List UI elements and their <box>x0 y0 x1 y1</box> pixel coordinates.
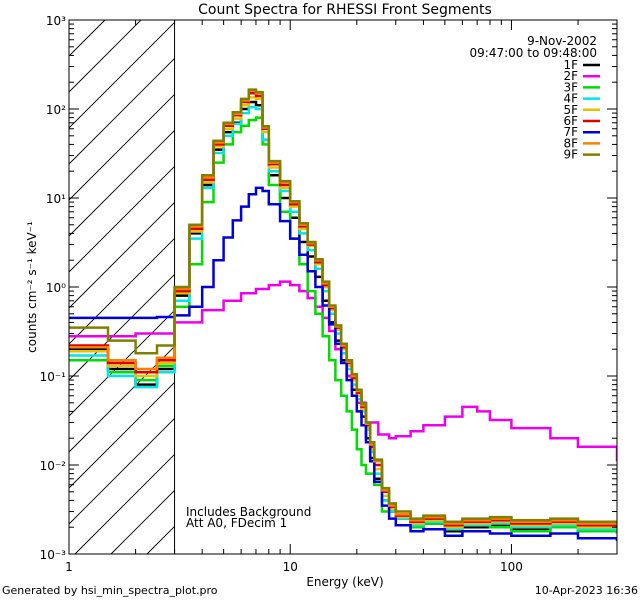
x-tick-label: 1 <box>65 560 73 574</box>
series-3F-line <box>69 116 617 534</box>
series-4F-line <box>69 105 617 532</box>
footer-date: 10-Apr-2023 16:36 <box>535 584 638 597</box>
hatch-line <box>68 166 175 273</box>
legend-label: 3F <box>563 80 578 94</box>
series-7F-line <box>69 186 617 541</box>
hatch-line <box>68 418 175 525</box>
hatch-line <box>68 19 142 93</box>
y-tick-label: 10¹ <box>46 192 66 206</box>
legend-label: 1F <box>563 58 578 72</box>
axis-ticks <box>68 19 618 555</box>
time-range-label: 09:47:00 to 09:48:00 <box>470 46 597 60</box>
series-8F-line <box>69 89 617 526</box>
hatch-line <box>74 454 175 555</box>
chart-title: Count Spectra for RHESSI Front Segments <box>198 2 492 18</box>
hatch-line <box>68 94 175 201</box>
legend-label: 6F <box>563 114 578 128</box>
legend-label: 7F <box>563 125 578 139</box>
series-layer <box>69 88 617 541</box>
hatch-line <box>68 382 175 489</box>
annotation-attenuator: Att A0, FDecim 1 <box>186 516 287 530</box>
y-tick-label: 10⁻³ <box>40 548 67 562</box>
series-6F-line <box>69 92 617 528</box>
y-tick-labels: 10⁻³ 10⁻² 10⁻¹ 10⁰ 10¹ 10² 10³ <box>40 14 67 562</box>
x-tick-label: 10 <box>283 560 298 574</box>
hatch-line <box>68 19 106 57</box>
hatch-line <box>68 58 175 165</box>
annotation-background: Includes Background <box>186 505 311 519</box>
series-5F-line <box>69 96 617 530</box>
footer-generated-by: Generated by hsi_min_spectra_plot.pro <box>2 584 218 597</box>
x-tick-label: 100 <box>500 560 523 574</box>
hatched-region <box>68 19 176 555</box>
y-tick-label: 10² <box>46 103 66 117</box>
hatch-line <box>68 130 175 237</box>
y-tick-label: 10⁰ <box>46 281 66 295</box>
x-axis-label: Energy (keV) <box>306 575 383 589</box>
hatch-line <box>68 22 175 129</box>
legend-label: 8F <box>563 136 578 150</box>
plot-frame <box>68 19 618 555</box>
y-tick-label: 10³ <box>46 14 66 28</box>
x-tick-labels: 1 10 100 <box>65 560 523 574</box>
y-tick-label: 10⁻¹ <box>40 370 67 384</box>
hatch-line <box>110 490 175 555</box>
hatch-line <box>68 202 175 309</box>
hatch-line <box>146 526 175 555</box>
y-axis-label: counts cm⁻² s⁻¹ keV⁻¹ <box>25 221 39 353</box>
legend-label: 4F <box>563 92 578 106</box>
series-9F-line <box>69 88 617 524</box>
legend-label: 5F <box>563 103 578 117</box>
y-tick-label: 10⁻² <box>40 459 67 473</box>
legend-label: 9F <box>563 148 578 162</box>
legend-label: 2F <box>563 69 578 83</box>
date-label: 9-Nov-2002 <box>527 34 597 48</box>
hatch-line <box>68 274 175 381</box>
